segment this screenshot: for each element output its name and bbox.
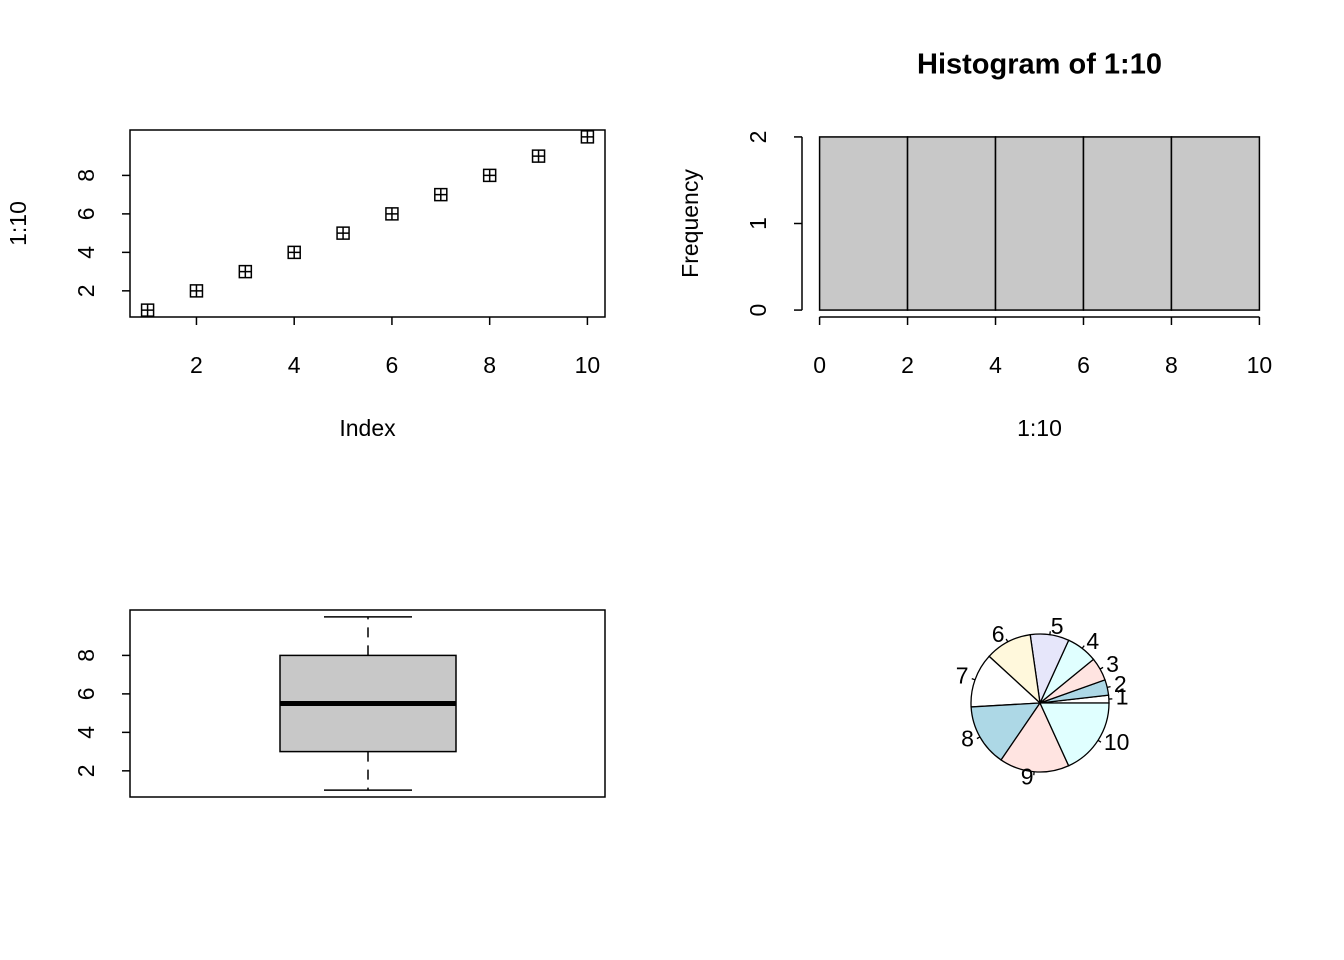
slice	[1000, 701, 1070, 773]
slice-label: 3	[1106, 651, 1119, 677]
chart-title: Histogram of 1:10	[917, 49, 1162, 81]
label-tick	[1097, 739, 1102, 743]
point	[531, 149, 546, 163]
y-tick-label: 2	[745, 131, 771, 144]
x-tick-label: 2	[901, 352, 914, 378]
slice-label: 5	[1051, 613, 1064, 639]
bar	[1082, 136, 1173, 311]
x-tick-label: 4	[989, 352, 1002, 378]
bar	[1170, 136, 1261, 311]
y-tick-label: 4	[73, 246, 99, 259]
plot-frame	[129, 129, 606, 318]
y-tick-label: 6	[73, 687, 99, 700]
point	[385, 207, 399, 221]
y-tick-label: 8	[73, 169, 99, 182]
label-tick	[1081, 645, 1085, 649]
point	[580, 130, 595, 144]
slice	[1038, 702, 1110, 767]
point	[189, 284, 204, 298]
y-tick-label: 2	[73, 764, 99, 777]
y-tick-label: 4	[73, 726, 99, 739]
x-tick-label: 10	[1247, 352, 1273, 378]
label-tick	[1005, 638, 1009, 643]
plot-frame	[129, 609, 606, 798]
point	[140, 303, 155, 317]
x-tick-label: 10	[575, 352, 601, 378]
y-axis-label: Frequency	[677, 169, 703, 278]
y-axis-label: 1:10	[5, 201, 31, 246]
x-tick-label: 8	[1165, 352, 1178, 378]
slice-label: 6	[992, 621, 1005, 647]
x-tick-label: 8	[483, 352, 496, 378]
slice-label: 9	[1021, 764, 1034, 790]
y-tick-label: 0	[745, 304, 771, 317]
point	[238, 264, 253, 279]
bar	[994, 136, 1085, 311]
slice-label: 8	[961, 725, 974, 751]
slice-label: 10	[1104, 729, 1130, 755]
y-tick-label: 6	[73, 207, 99, 220]
y-tick-label: 2	[73, 284, 99, 297]
slice-label: 1	[1116, 684, 1129, 710]
x-tick-label: 4	[288, 352, 301, 378]
slice-label: 7	[956, 663, 969, 689]
x-tick-label: 2	[190, 352, 203, 378]
x-tick-label: 6	[1077, 352, 1090, 378]
y-tick-label: 1	[745, 217, 771, 230]
point	[434, 187, 448, 202]
bar	[818, 136, 909, 311]
x-axis-label: Index	[339, 415, 396, 441]
x-tick-label: 0	[813, 352, 826, 378]
y-tick-label: 8	[73, 649, 99, 662]
label-tick	[971, 678, 976, 681]
point	[336, 226, 350, 240]
bar	[906, 136, 997, 311]
label-tick	[976, 736, 981, 740]
label-tick	[1107, 685, 1111, 689]
slice-label: 4	[1086, 628, 1099, 654]
x-tick-label: 6	[386, 352, 399, 378]
slice-label: 2	[1114, 671, 1127, 697]
point	[482, 168, 497, 183]
label-tick	[1099, 666, 1104, 670]
x-axis-label: 1:10	[1017, 415, 1062, 441]
point	[287, 245, 301, 260]
